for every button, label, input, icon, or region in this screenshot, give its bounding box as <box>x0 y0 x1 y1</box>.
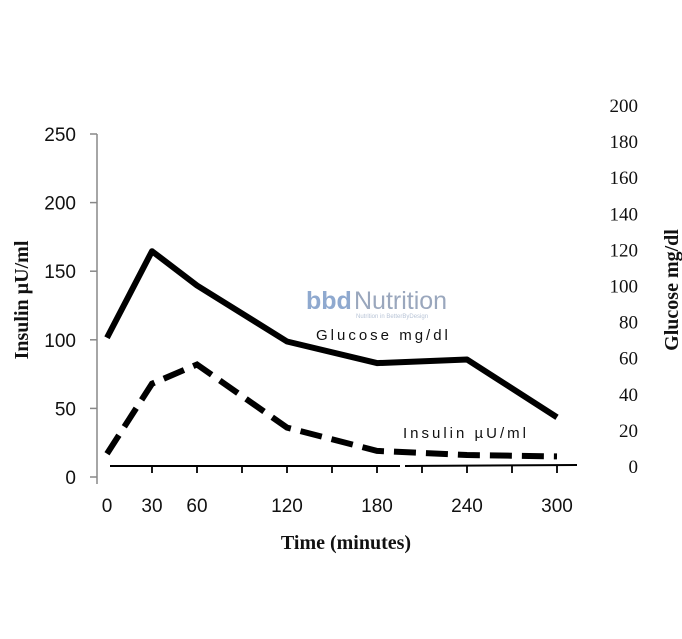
y-right-tick-label: 120 <box>610 240 639 261</box>
watermark-logo: bbd <box>306 287 352 315</box>
y-left-tick-label: 150 <box>44 262 76 283</box>
insulin-series-label: Insulin µU/ml <box>403 425 529 442</box>
axes: 0 50 100 150 200 250 0 20 40 60 80 100 120 140 160 180 2… <box>44 96 638 517</box>
x-tick-label: 300 <box>541 496 573 517</box>
insulin-point <box>194 361 200 367</box>
x-tick-label: 240 <box>451 496 483 517</box>
y-axis-right-title: Glucose mg/dl <box>661 229 682 351</box>
y-left-tick-label: 100 <box>44 331 76 352</box>
glucose-point <box>284 338 290 344</box>
series-group <box>104 248 560 460</box>
y-right-tick-label: 100 <box>610 277 639 298</box>
x-axis-line <box>404 464 578 467</box>
insulin-point <box>104 451 110 457</box>
glucose-point <box>104 335 110 341</box>
x-tick-label: 0 <box>102 496 113 517</box>
x-tick-label: 120 <box>271 496 303 517</box>
y-right-tick-label: 180 <box>610 132 639 153</box>
glucose-line <box>104 248 559 420</box>
y-axis-left-title: Insulin µU/ml <box>11 240 33 359</box>
glucose-point <box>554 414 560 420</box>
labels: Glucose mg/dl Insulin µU/ml Time (minute… <box>11 229 682 554</box>
glucose-point <box>194 283 200 289</box>
insulin-point <box>554 453 560 459</box>
x-tick-label: 180 <box>361 496 393 517</box>
y-right-tick-label: 200 <box>610 96 639 117</box>
insulin-point <box>149 381 155 387</box>
y-left-tick-label: 50 <box>55 399 76 420</box>
watermark-tagline: Nutrition in BetterByDesign <box>356 314 428 320</box>
y-left-tick-label: 250 <box>44 125 76 146</box>
insulin-point <box>464 452 470 458</box>
x-tick-label: 60 <box>186 496 207 517</box>
insulin-line <box>104 361 558 460</box>
y-right-tick-label: 20 <box>619 421 638 442</box>
insulin-point <box>374 448 380 454</box>
glucose-point <box>464 357 470 363</box>
y-left-tick-label: 200 <box>44 194 76 215</box>
insulin-point <box>284 425 290 431</box>
watermark-name: Nutrition <box>354 287 447 315</box>
y-right-tick-label: 140 <box>610 204 639 225</box>
y-right-tick-label: 0 <box>629 457 639 478</box>
y-right-tick-label: 60 <box>619 349 638 370</box>
y-left-tick-label: 0 <box>65 468 76 489</box>
watermark: bbd Nutrition Nutrition in BetterByDesig… <box>306 287 447 320</box>
x-tick-label: 30 <box>141 496 162 517</box>
y-right-tick-label: 40 <box>619 385 638 406</box>
glucose-point <box>374 360 380 366</box>
y-right-tick-label: 80 <box>619 313 638 334</box>
y-right-tick-label: 160 <box>610 168 639 189</box>
glucose-point <box>149 248 155 254</box>
x-axis-title: Time (minutes) <box>281 532 411 554</box>
glucose-series-label: Glucose mg/dl <box>316 327 451 344</box>
